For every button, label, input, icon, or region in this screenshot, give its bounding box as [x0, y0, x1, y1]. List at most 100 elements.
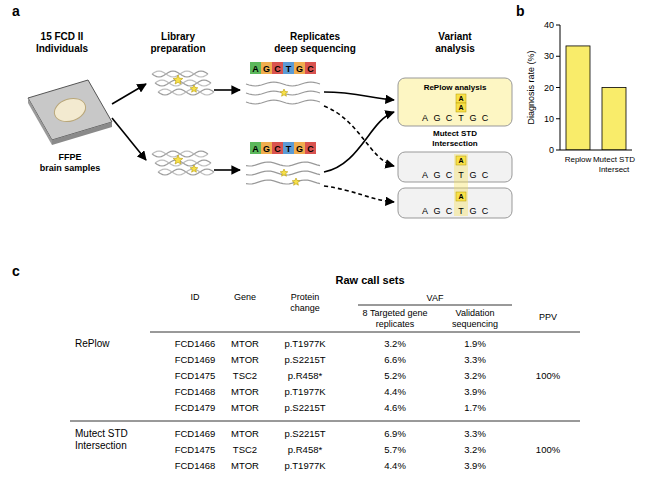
table-cell: FCD1475: [175, 444, 216, 455]
table-cell: p.R458*: [288, 444, 323, 455]
step-header: Variant: [438, 31, 472, 42]
y-tick-label: 40: [544, 20, 554, 30]
table-cell: 3.2%: [464, 444, 486, 455]
y-tick-label: 0: [549, 145, 554, 155]
base-letter: C: [446, 206, 453, 216]
dna-strand: [155, 80, 211, 86]
table-cell: 3.2%: [384, 338, 406, 349]
base-letter: A: [422, 206, 428, 216]
table-cell: 6.6%: [384, 354, 406, 365]
base-box: [305, 62, 316, 74]
step-header: analysis: [435, 43, 475, 54]
table-cell: 3.3%: [464, 428, 486, 439]
ffpe-slide-edge: [52, 122, 112, 145]
step-header: 15 FCD II: [41, 31, 84, 42]
table-cell: 5.7%: [384, 444, 406, 455]
column-header: replicates: [376, 319, 415, 329]
table-cell: 5.2%: [384, 370, 406, 381]
dna-strand: [155, 80, 211, 86]
dna-strand: [155, 160, 211, 166]
dna-strand: [158, 89, 214, 95]
column-header: Validation: [456, 308, 495, 318]
bar: [566, 46, 590, 150]
alt-read: [456, 192, 466, 201]
base-box: [294, 142, 305, 154]
rule: [70, 421, 580, 422]
panel-label: a: [12, 3, 20, 19]
table-cell: p.T1977K: [284, 386, 326, 397]
y-tick: [556, 56, 560, 57]
x-tick-label: Mutect STD: [593, 155, 635, 164]
table-cell: FCD1475: [175, 370, 216, 381]
dna-strand: [158, 169, 214, 175]
sample-label: FFPE: [58, 152, 81, 162]
arrow: [214, 89, 240, 91]
y-tick-label: 30: [544, 51, 554, 61]
brain-sample: [51, 95, 88, 126]
base-letter: G: [296, 64, 303, 74]
base-letter: T: [458, 170, 464, 180]
analysis-label: RePlow analysis: [424, 83, 487, 92]
table-title: Raw call sets: [335, 274, 404, 286]
dna-strand: [155, 160, 211, 166]
column-header: ID: [191, 292, 201, 302]
column-header: PPV: [539, 312, 557, 322]
replow-box: [398, 78, 512, 126]
ffpe-slide: [28, 80, 112, 140]
dna-strand: [152, 71, 208, 77]
base-letter: T: [286, 64, 292, 74]
panel-label: b: [516, 3, 525, 19]
arrow: [324, 112, 394, 172]
figure: abc15 FCD IIIndividualsLibrarypreparatio…: [0, 0, 648, 488]
table-cell: p.T1977K: [284, 460, 326, 471]
x-axis: [560, 150, 632, 151]
table-cell: p.R458*: [288, 370, 323, 381]
table-cell: MTOR: [231, 402, 259, 413]
table-cell: TSC2: [233, 444, 257, 455]
intersection-highlight: [454, 154, 468, 216]
base-letter: A: [422, 113, 428, 123]
dna-strand: [158, 169, 214, 175]
base-box: [283, 62, 294, 74]
dna-strand: [152, 151, 208, 157]
table-cell: 4.6%: [384, 402, 406, 413]
base-letter: G: [469, 206, 476, 216]
table-cell: p.S2215T: [284, 428, 325, 439]
table-cell: 3.2%: [464, 370, 486, 381]
alt-read: [456, 94, 466, 103]
step-header: Individuals: [36, 43, 89, 54]
base-letter: C: [274, 64, 281, 74]
table-cell: 3.9%: [464, 460, 486, 471]
column-header: Protein: [291, 292, 320, 302]
base-letter: C: [446, 170, 453, 180]
table-cell: p.S2215T: [284, 402, 325, 413]
base-letter: G: [263, 144, 270, 154]
alt-letter: A: [458, 157, 463, 164]
arrow: [112, 84, 146, 104]
base-box: [283, 142, 294, 154]
base-box: [261, 62, 272, 74]
table-cell: TSC2: [233, 370, 257, 381]
dna-strand: [152, 151, 208, 157]
table-cell: MTOR: [231, 338, 259, 349]
column-header: sequencing: [452, 319, 498, 329]
base-letter: G: [296, 144, 303, 154]
table-cell: 3.9%: [464, 386, 486, 397]
base-box: [250, 62, 261, 74]
table-cell: MTOR: [231, 354, 259, 365]
base-letter: T: [286, 144, 292, 154]
table-cell: FCD1468: [175, 386, 216, 397]
ppv-cell: 100%: [536, 370, 561, 381]
base-box: [305, 142, 316, 154]
group-label: Intersection: [75, 440, 127, 451]
panel-label: c: [12, 263, 20, 279]
step-header: deep sequencing: [274, 43, 356, 54]
group-label: Mutect STD: [75, 428, 128, 439]
analysis-label: Intersection: [432, 139, 477, 148]
base-letter: G: [469, 170, 476, 180]
base-letter: A: [252, 144, 259, 154]
arrow: [214, 169, 240, 171]
dna-strand: [246, 82, 320, 86]
table-cell: FCD1469: [175, 354, 216, 365]
base-letter: G: [469, 113, 476, 123]
